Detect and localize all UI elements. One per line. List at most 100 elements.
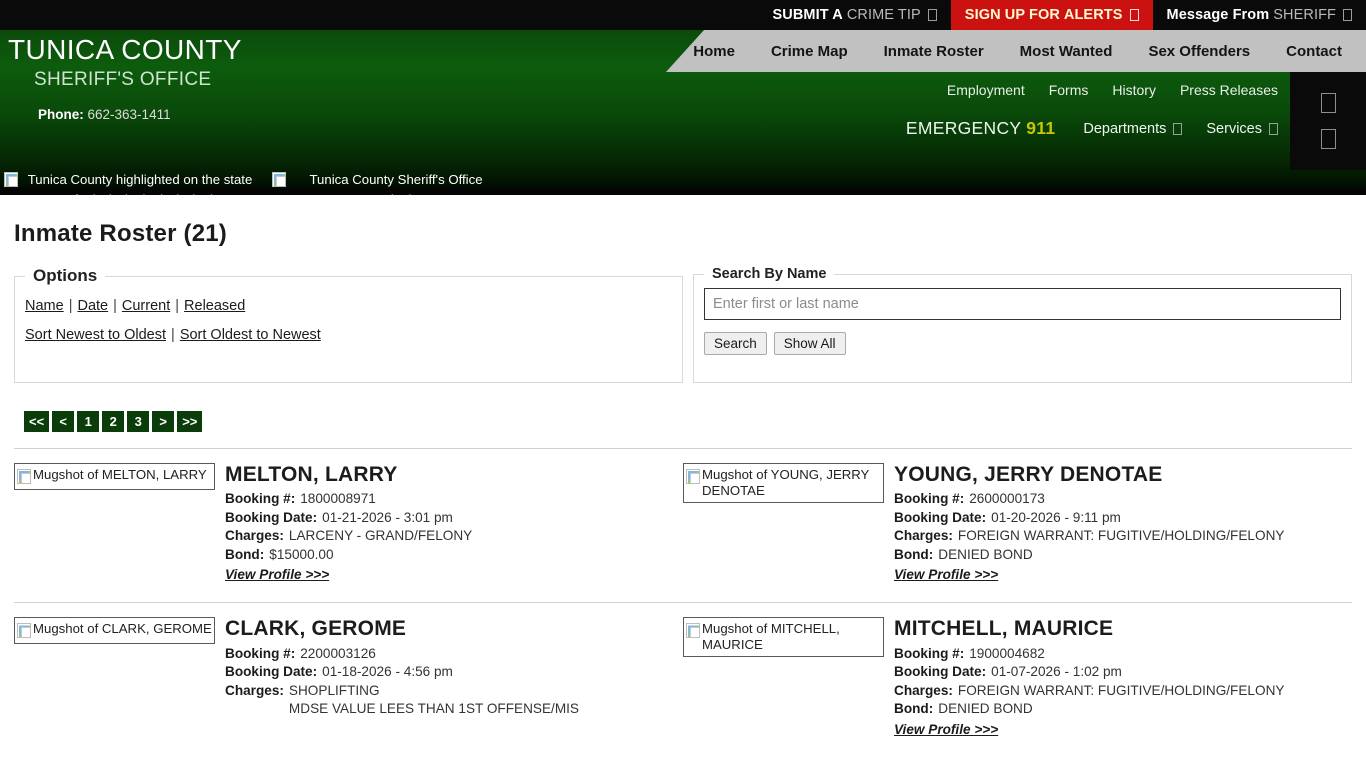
inmate-name: MITCHELL, MAURICE: [894, 617, 1114, 641]
sort-newest-to-oldest-link[interactable]: Sort Newest to Oldest: [25, 327, 167, 343]
filter-link-released[interactable]: Released: [184, 298, 246, 314]
bond-label: Bond:: [894, 701, 934, 717]
booking-number-field: Booking #: 1900004682: [894, 645, 1352, 664]
nav-item-most-wanted[interactable]: Most Wanted: [1019, 42, 1113, 60]
mugshot-alt-text: Mugshot of CLARK, GEROME: [33, 621, 212, 637]
brand-subtitle: SHERIFF'S OFFICE: [34, 69, 212, 91]
nav-item-home[interactable]: Home: [693, 42, 735, 60]
nav-item-forms[interactable]: Forms: [1048, 82, 1089, 98]
pagination-page-3[interactable]: 3: [127, 411, 150, 432]
sign-up-for-alerts-link[interactable]: SIGN UP FOR ALERTS: [950, 0, 1153, 30]
nav-item-contact[interactable]: Contact: [1286, 42, 1342, 60]
filter-link-date[interactable]: Date: [77, 298, 109, 314]
charges-extra: MDSE VALUE LEES THAN 1ST OFFENSE/MIS: [288, 701, 579, 717]
county-map-image-alt: Tunica County highlighted on the state o…: [27, 172, 253, 195]
view-profile-link[interactable]: View Profile >>>: [894, 567, 999, 583]
search-button[interactable]: Search: [704, 332, 767, 355]
booking-date-value: 01-21-2026 - 3:01 pm: [322, 509, 453, 525]
separator: |: [113, 298, 117, 314]
submit-a-crime-tip-link[interactable]: SUBMIT A CRIME TIP: [759, 0, 951, 30]
emergency-label: EMERGENCY: [905, 118, 1022, 138]
mugshot-alt-text: Mugshot of MITCHELL, MAURICE: [702, 621, 840, 653]
broken-image-icon: [272, 172, 286, 187]
broken-image-icon: [17, 469, 31, 484]
filter-link-name[interactable]: Name: [25, 298, 64, 314]
nav-item-inmate-roster[interactable]: Inmate Roster: [883, 42, 984, 60]
inmate-card: Mugshot of MELTON, LARRY MELTON, LARRY B…: [14, 463, 683, 602]
booking-number-field: Booking #: 2200003126: [225, 645, 683, 664]
roster-row: Mugshot of MELTON, LARRY MELTON, LARRY B…: [14, 463, 1352, 602]
message-from-sheriff-link[interactable]: Message From SHERIFF: [1153, 0, 1366, 30]
twitter-icon[interactable]: [1320, 129, 1336, 149]
filter-link-current[interactable]: Current: [121, 298, 171, 314]
emergency-number: 911: [1026, 118, 1056, 138]
booking-date-field: Booking Date: 01-21-2026 - 3:01 pm: [225, 509, 683, 528]
emergency-banner: EMERGENCY 911: [906, 118, 1072, 139]
charges-field: Charges: FOREIGN WARRANT: FUGITIVE/HOLDIN…: [894, 527, 1352, 546]
search-input[interactable]: [704, 288, 1341, 320]
booking-number-value: 1800008971: [300, 491, 376, 507]
broken-image-icon: [686, 623, 700, 639]
charges-value: FOREIGN WARRANT: FUGITIVE/HOLDING/FELONY: [957, 682, 1285, 698]
pagination-next[interactable]: >: [152, 411, 175, 432]
filters-and-search-row: Options Name | Date | Current | Released Sort …: [14, 266, 1352, 383]
site-brand[interactable]: TUNICA COUNTY SHERIFF'S OFFICE Phone: 66…: [8, 34, 242, 122]
booking-number-label: Booking #:: [225, 491, 296, 507]
nav-item-departments[interactable]: Departments: [1071, 121, 1194, 137]
site-header: TUNICA COUNTY SHERIFF'S OFFICE Phone: 66…: [0, 30, 1366, 195]
chevron-box-icon: [1173, 122, 1183, 135]
sheriff-insignia-image-alt: Tunica County Sheriff's Office Insignia: [309, 172, 483, 195]
booking-date-label: Booking Date:: [225, 664, 318, 680]
view-profile-link[interactable]: View Profile >>>: [894, 721, 999, 737]
bond-value: $15000.00: [269, 546, 334, 562]
mugshot-image[interactable]: Mugshot of YOUNG, JERRY DENOTAE: [683, 463, 884, 503]
pagination-last[interactable]: >>: [177, 411, 203, 432]
inmate-details: MELTON, LARRY Booking #: 1800008971 Booki…: [225, 463, 683, 584]
sheriff-message-label-soft: SHERIFF: [1273, 7, 1336, 23]
page-title: Inmate Roster (21): [14, 220, 227, 247]
divider: [14, 602, 1352, 604]
charges-value: FOREIGN WARRANT: FUGITIVE/HOLDING/FELONY: [957, 528, 1285, 544]
separator: |: [171, 327, 175, 343]
mugshot-image[interactable]: Mugshot of CLARK, GEROME: [14, 617, 215, 645]
departments-label: Departments: [1083, 120, 1167, 137]
inmate-details: CLARK, GEROME Booking #: 2200003126 Booki…: [225, 617, 683, 718]
nav-item-history[interactable]: History: [1112, 82, 1156, 98]
divider: [14, 448, 1352, 449]
pagination-page-1[interactable]: 1: [77, 411, 100, 432]
charges-value: LARCENY - GRAND/FELONY: [288, 528, 473, 544]
booking-number-field: Booking #: 2600000173: [894, 490, 1352, 509]
nav-item-crime-map[interactable]: Crime Map: [770, 42, 848, 60]
inmate-name: MELTON, LARRY: [225, 463, 398, 486]
search-buttons: Search Show All: [704, 332, 1341, 355]
booking-date-label: Booking Date:: [894, 664, 987, 680]
roster-row: Mugshot of CLARK, GEROME CLARK, GEROME B…: [14, 617, 1352, 756]
nav-item-press-releases[interactable]: Press Releases: [1179, 82, 1278, 98]
inmate-roster-list: Mugshot of MELTON, LARRY MELTON, LARRY B…: [14, 448, 1352, 757]
facebook-icon[interactable]: [1320, 93, 1336, 113]
nav-item-sex-offenders[interactable]: Sex Offenders: [1148, 42, 1251, 60]
sort-oldest-to-newest-link[interactable]: Sort Oldest to Newest: [179, 327, 321, 343]
view-profile-link[interactable]: View Profile >>>: [225, 567, 330, 583]
nav-item-employment[interactable]: Employment: [946, 82, 1025, 98]
options-panel: Options Name | Date | Current | Released Sort …: [14, 266, 683, 383]
nav-item-services[interactable]: Services: [1194, 121, 1290, 137]
search-legend: Search By Name: [712, 266, 827, 282]
pagination-page-2[interactable]: 2: [102, 411, 125, 432]
tertiary-nav: EMERGENCY 911 Departments Services: [906, 118, 1290, 139]
charges-field: Charges: LARCENY - GRAND/FELONY: [225, 527, 683, 546]
bond-label: Bond:: [225, 546, 265, 562]
separator: |: [175, 298, 180, 314]
main-content: Inmate Roster (21) Options Name | Date | Cur…: [0, 220, 1366, 757]
inmate-card: Mugshot of YOUNG, JERRY DENOTAE YOUNG, J…: [683, 463, 1352, 602]
pagination-prev[interactable]: <: [52, 411, 75, 432]
header-navigation: Home Crime Map Inmate Roster Most Wanted…: [666, 30, 1366, 195]
booking-date-label: Booking Date:: [225, 509, 318, 525]
social-icon-column: [1290, 72, 1366, 170]
mugshot-image[interactable]: Mugshot of MITCHELL, MAURICE: [683, 617, 884, 658]
primary-nav: Home Crime Map Inmate Roster Most Wanted…: [666, 30, 1366, 72]
mugshot-image[interactable]: Mugshot of MELTON, LARRY: [14, 463, 215, 490]
pagination-first[interactable]: <<: [24, 411, 50, 432]
booking-date-field: Booking Date: 01-20-2026 - 9:11 pm: [894, 509, 1352, 528]
show-all-button[interactable]: Show All: [773, 332, 846, 355]
